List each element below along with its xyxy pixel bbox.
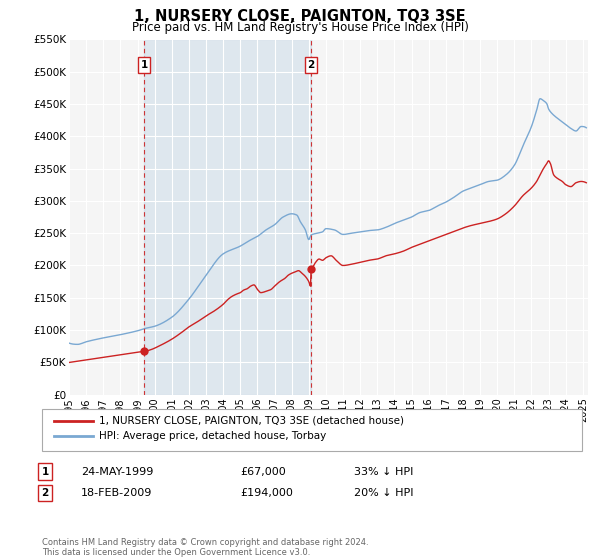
Text: 33% ↓ HPI: 33% ↓ HPI xyxy=(354,466,413,477)
Text: Price paid vs. HM Land Registry's House Price Index (HPI): Price paid vs. HM Land Registry's House … xyxy=(131,21,469,34)
Text: £194,000: £194,000 xyxy=(240,488,293,498)
Text: 24-MAY-1999: 24-MAY-1999 xyxy=(81,466,154,477)
Text: Contains HM Land Registry data © Crown copyright and database right 2024.
This d: Contains HM Land Registry data © Crown c… xyxy=(42,538,368,557)
Text: HPI: Average price, detached house, Torbay: HPI: Average price, detached house, Torb… xyxy=(99,431,326,441)
Text: 18-FEB-2009: 18-FEB-2009 xyxy=(81,488,152,498)
Text: 1: 1 xyxy=(140,60,148,70)
Text: £67,000: £67,000 xyxy=(240,466,286,477)
Text: 1, NURSERY CLOSE, PAIGNTON, TQ3 3SE (detached house): 1, NURSERY CLOSE, PAIGNTON, TQ3 3SE (det… xyxy=(99,416,404,426)
Text: 1, NURSERY CLOSE, PAIGNTON, TQ3 3SE: 1, NURSERY CLOSE, PAIGNTON, TQ3 3SE xyxy=(134,9,466,24)
Text: 1: 1 xyxy=(41,466,49,477)
Text: 2: 2 xyxy=(307,60,314,70)
Text: 2: 2 xyxy=(41,488,49,498)
Text: 20% ↓ HPI: 20% ↓ HPI xyxy=(354,488,413,498)
Bar xyxy=(144,39,311,395)
